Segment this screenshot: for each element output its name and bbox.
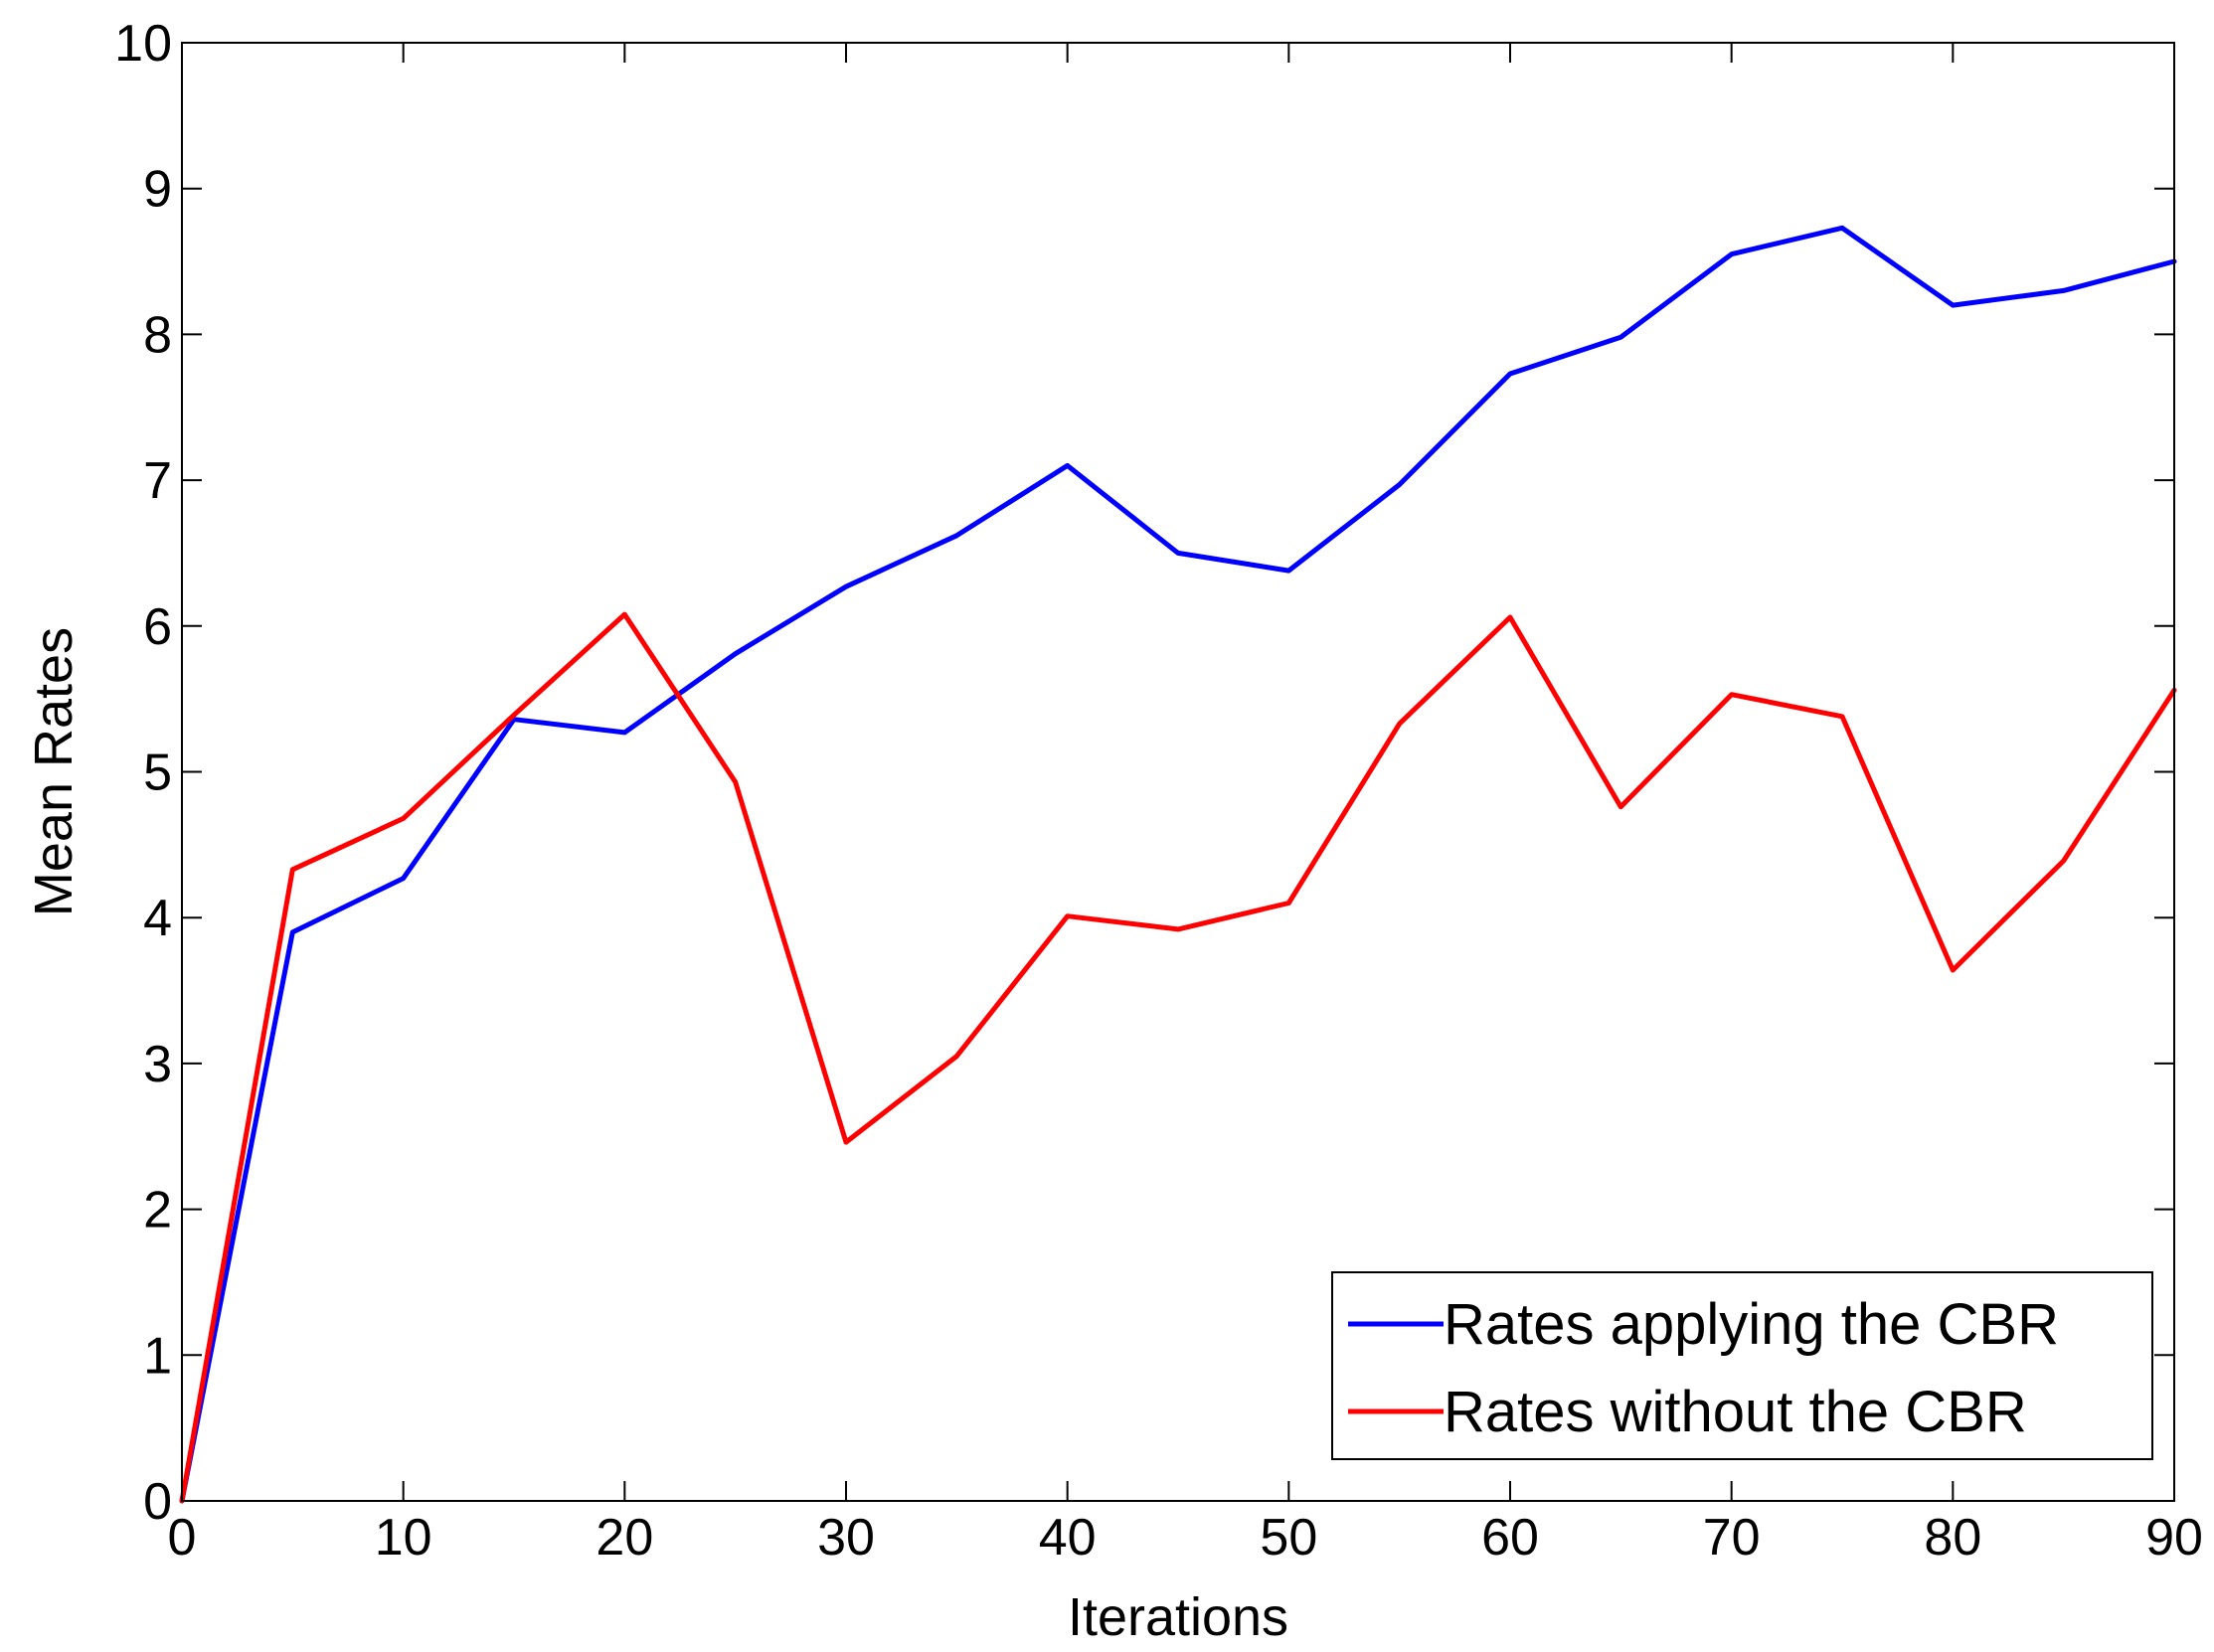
y-tick-label: 0 [143,1473,172,1531]
y-tick-label: 2 [143,1182,172,1239]
tick-labels: 0 10 20 30 40 50 60 70 80 90 0 1 2 3 4 5 6 7 8 9 10 [114,15,2203,1567]
x-tick-label: 60 [1481,1509,1539,1567]
x-tick-label: 90 [2145,1509,2203,1567]
series-line-1 [179,225,2177,1504]
y-tick-label: 3 [143,1036,172,1093]
y-tick-label: 9 [143,161,172,219]
y-tick-label: 4 [143,890,172,947]
y-tick-label: 7 [143,452,172,510]
y-tick-label: 10 [114,15,172,73]
y-axis-title: Mean Rates [24,627,84,916]
series-line-2 [179,611,2177,1504]
legend-label-1: Rates applying the CBR [1444,1292,2059,1357]
x-tick-label: 50 [1260,1509,1317,1567]
x-tick-label: 80 [1924,1509,1981,1567]
legend-box [1331,1271,2153,1460]
x-tick-label: 20 [596,1509,653,1567]
y-tick-label: 6 [143,598,172,656]
legend-label-2: Rates without the CBR [1444,1380,2027,1444]
y-tick-label: 5 [143,744,172,802]
series-layer [179,225,2177,1504]
y-tick-label: 1 [143,1327,172,1385]
x-axis-title: Iterations [1068,1587,1288,1647]
x-tick-label: 0 [168,1509,197,1567]
x-tick-label: 30 [817,1509,875,1567]
x-tick-label: 40 [1039,1509,1097,1567]
x-tick-label: 70 [1703,1509,1761,1567]
y-tick-label: 8 [143,306,172,364]
legend: Rates applying the CBR Rates without the … [1331,1271,2153,1460]
plot-frame [181,42,2175,1502]
x-tick-label: 10 [375,1509,432,1567]
